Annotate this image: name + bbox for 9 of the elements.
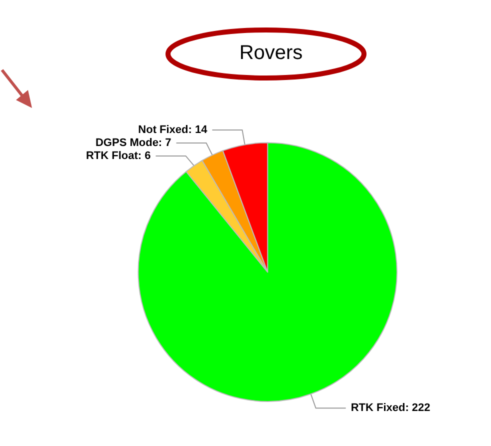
chart-title: Rovers [239, 42, 303, 64]
data-label: : 14 [188, 124, 208, 136]
slice-label: Not Fixed [138, 124, 188, 136]
slice-label: DGPS Mode [95, 136, 158, 149]
data-label: : 7 [158, 136, 172, 149]
data-label: : 6 [138, 150, 151, 162]
data-label: : 222 [405, 402, 430, 414]
slice-label: RTK Fixed [350, 402, 406, 414]
slice-label: RTK Float [86, 150, 138, 162]
